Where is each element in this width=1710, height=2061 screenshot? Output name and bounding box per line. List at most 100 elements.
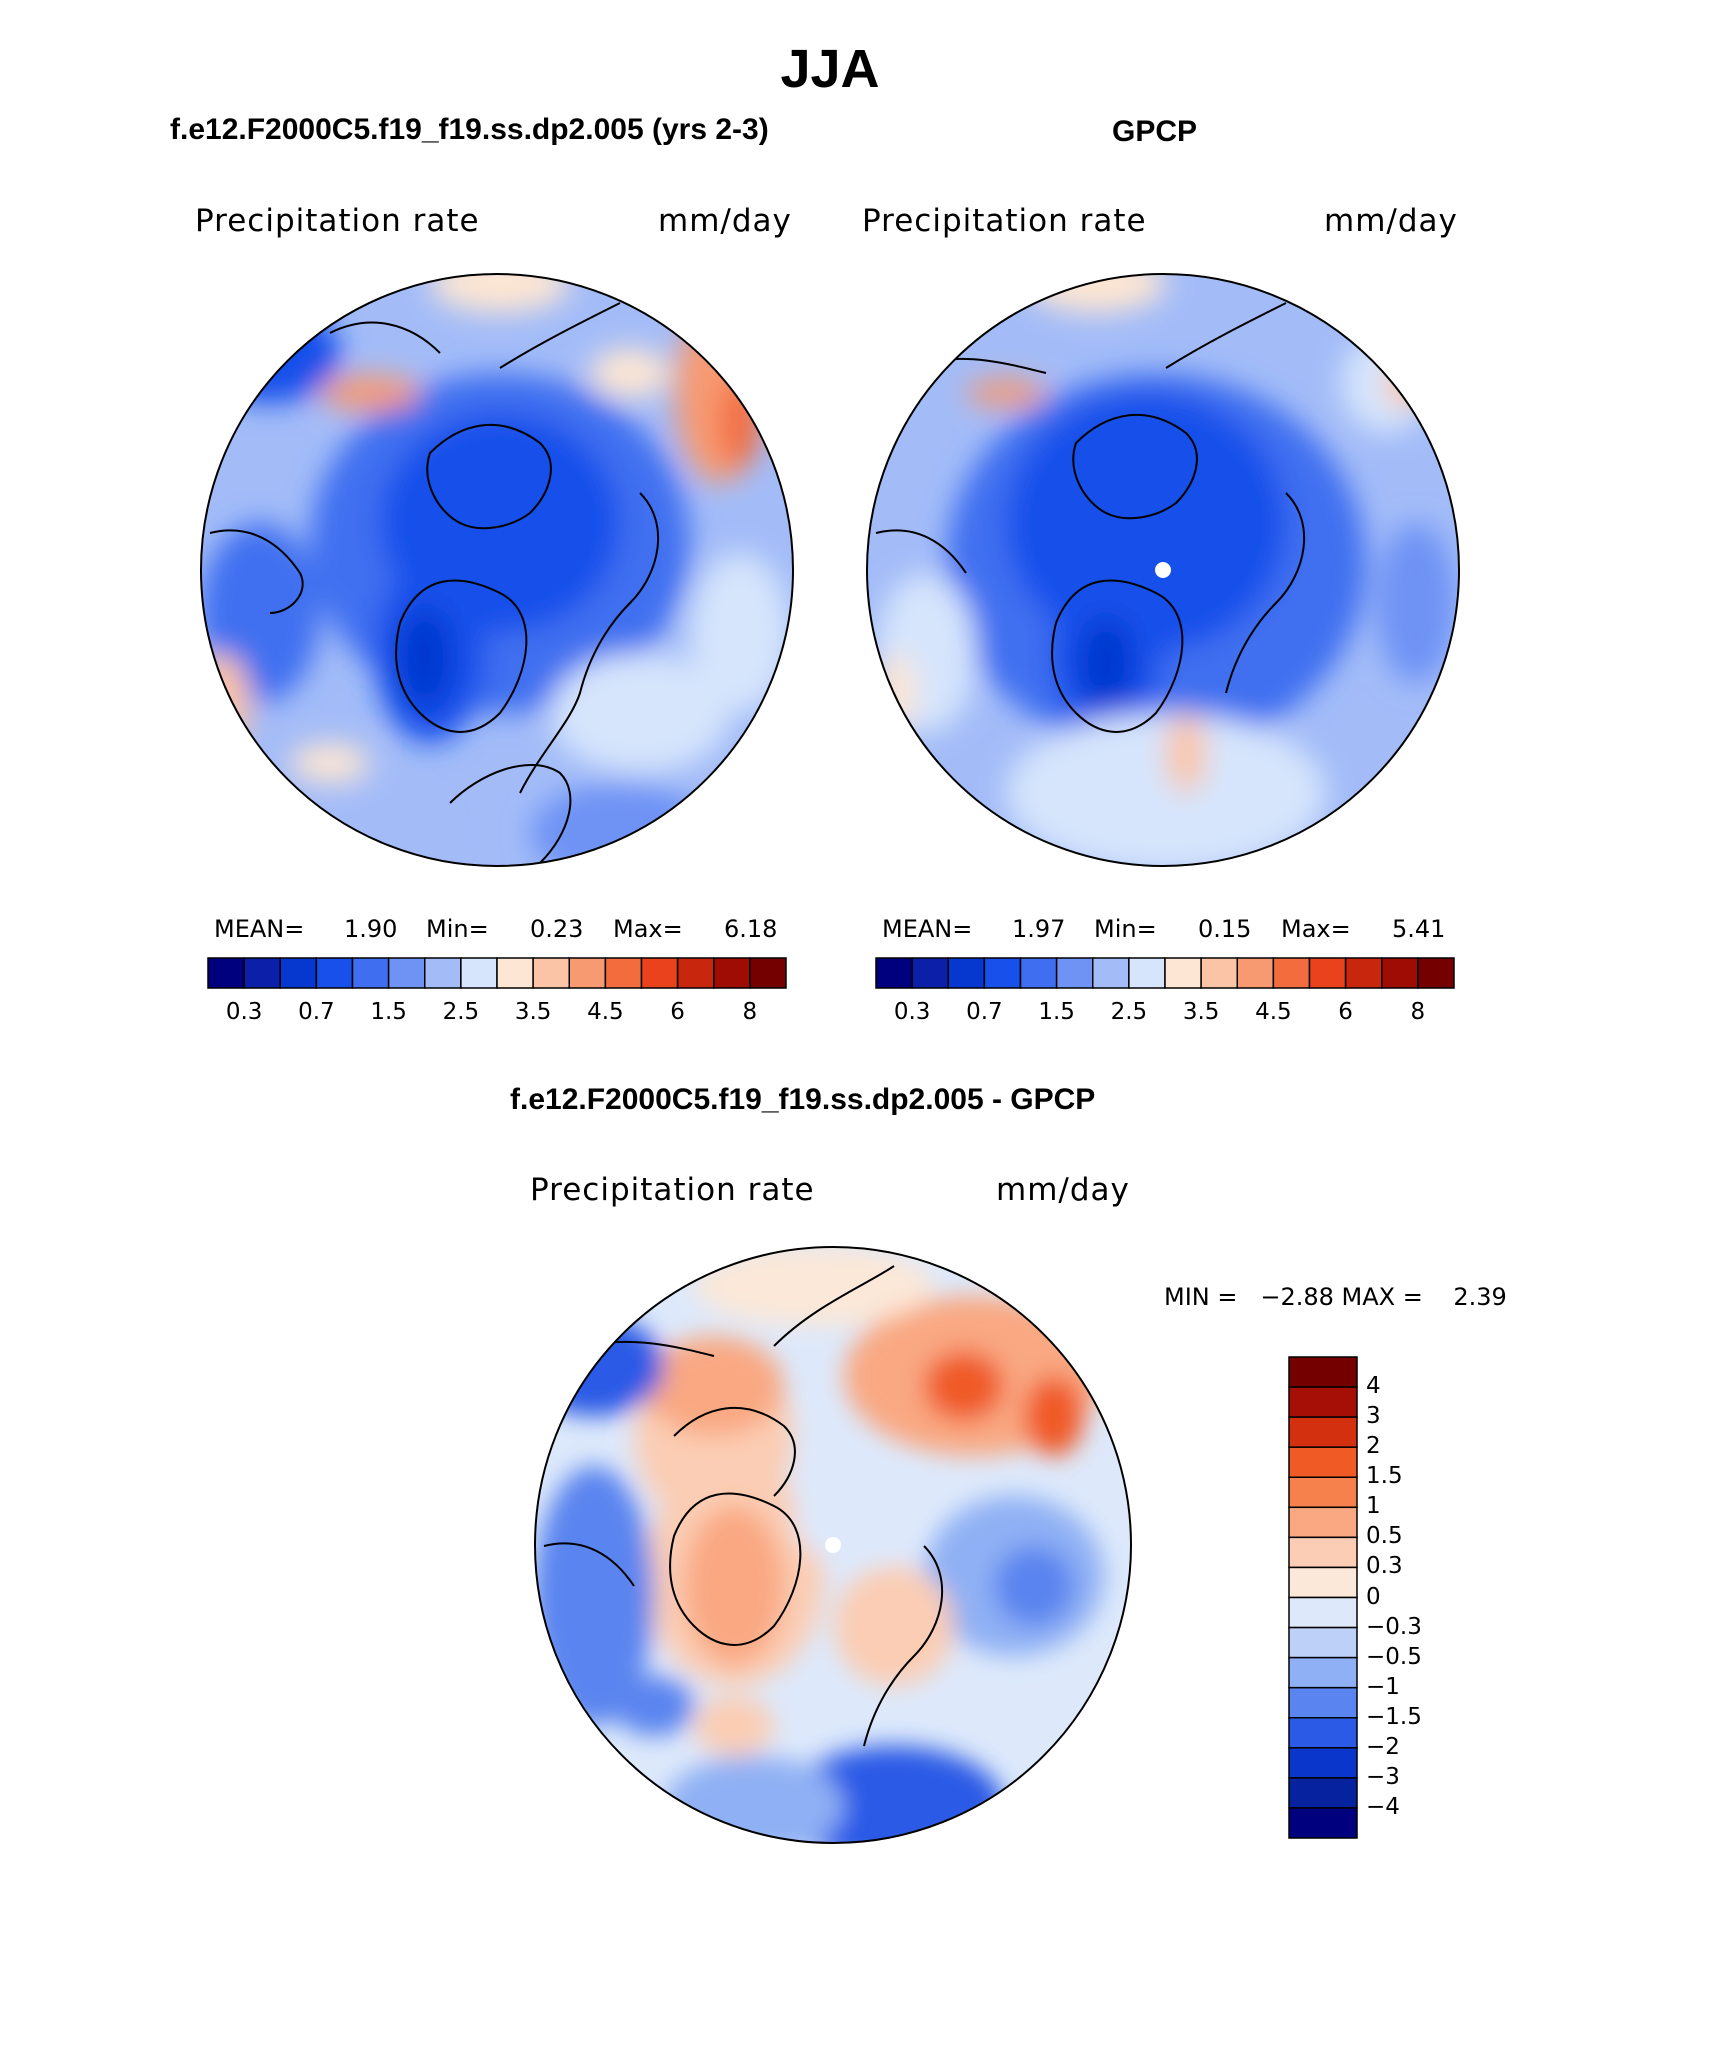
colorbar-tick-label: 2.5 (442, 999, 480, 1025)
colorbar-swatch (911, 957, 949, 989)
difference-units: mm/day (996, 1172, 1130, 1208)
colorbar-swatch (713, 957, 751, 989)
colorbar-tick-label: −1.5 (1366, 1703, 1422, 1730)
pole-marker (1155, 562, 1171, 578)
colorbar-tick-label: 6 (1338, 999, 1353, 1025)
colorbar-tick-label: 0.3 (1366, 1553, 1403, 1580)
colorbar-tick-label: 2.5 (1110, 999, 1148, 1025)
colorbar-tick-label: 0.3 (893, 999, 931, 1025)
colorbar-panel-1 (207, 957, 787, 989)
panel-1-max-label: Max= (613, 915, 683, 943)
colorbar-swatch (1288, 1566, 1358, 1599)
colorbar-swatch (983, 957, 1022, 989)
colorbar-swatch (460, 957, 498, 989)
colorbar-swatch (1288, 1596, 1358, 1629)
figure-title: JJA (780, 39, 880, 99)
colorbar-tick-label: −2 (1366, 1733, 1400, 1760)
colorbar-tick-label: −0.5 (1366, 1643, 1422, 1670)
colorbar-tick-label: 2 (1366, 1433, 1381, 1460)
colorbar-swatch (1288, 1386, 1358, 1418)
colorbar-tick-label: 0.7 (298, 999, 335, 1025)
colorbar-swatch (1272, 957, 1311, 989)
colorbar-swatch (1236, 957, 1275, 989)
colorbar-tick-label: 0.5 (1366, 1523, 1403, 1550)
colorbar-swatch (1288, 1506, 1358, 1539)
colorbar-tick-label: 4.5 (587, 999, 624, 1025)
colorbar-swatch (351, 957, 390, 989)
colorbar-swatch (640, 957, 679, 989)
polar-map-difference (534, 1246, 1132, 1844)
colorbar-tick-label: −1 (1366, 1673, 1400, 1700)
colorbar-swatch (1288, 1686, 1358, 1719)
colorbar-swatch (1019, 957, 1058, 989)
panel-1-min-label: Min= (426, 915, 489, 943)
colorbar-swatch (1288, 1656, 1358, 1689)
colorbar-swatch (1417, 957, 1455, 989)
panel-2-mean-label: MEAN= (882, 915, 973, 943)
difference-variable: Precipitation rate (530, 1172, 815, 1208)
colorbar-tick-label: 0.7 (966, 999, 1003, 1025)
colorbar-swatch (315, 957, 354, 989)
colorbar-swatch (1288, 1446, 1358, 1478)
panel-1-title: f.e12.F2000C5.f19_f19.ss.dp2.005 (yrs 2-… (170, 113, 769, 146)
colorbar-swatch (1288, 1777, 1358, 1809)
colorbar-swatch (875, 957, 913, 989)
colorbar-tick-label: −3 (1366, 1763, 1400, 1790)
colorbar-tick-label: −4 (1366, 1793, 1400, 1820)
colorbar-swatch (1381, 957, 1419, 989)
panel-1-min-value: 0.23 (530, 915, 584, 943)
colorbar-swatch (749, 957, 787, 989)
colorbar-swatch (1288, 1356, 1358, 1388)
colorbar-swatch (1288, 1536, 1358, 1569)
colorbar-tick-label: 3 (1366, 1403, 1381, 1430)
colorbar-tick-label: 8 (742, 999, 758, 1025)
colorbar-tick-label: 1.5 (370, 999, 407, 1025)
colorbar-swatch (424, 957, 462, 989)
colorbar-swatch (387, 957, 426, 989)
colorbar-swatch (1288, 1747, 1358, 1779)
colorbar-swatch (1092, 957, 1130, 989)
panel-2-title: GPCP (1112, 115, 1198, 148)
panel-1-mean-label: MEAN= (214, 915, 305, 943)
colorbar-swatch (1200, 957, 1238, 989)
colorbar-tick-label: 4.5 (1255, 999, 1292, 1025)
colorbar-tick-label: 6 (670, 999, 685, 1025)
colorbar-swatch (1344, 957, 1383, 989)
colorbar-tick-label: 1.5 (1038, 999, 1075, 1025)
difference-title: f.e12.F2000C5.f19_f19.ss.dp2.005 - GPCP (510, 1083, 1096, 1116)
colorbar-swatch (1288, 1717, 1358, 1749)
polar-map-gpcp (866, 273, 1460, 867)
colorbar-tick-label: 1 (1366, 1493, 1381, 1520)
colorbar-swatch (207, 957, 245, 989)
colorbar-tick-label: 4 (1366, 1373, 1381, 1400)
colorbar-tick-label: 8 (1410, 999, 1426, 1025)
colorbar-tick-label: 3.5 (1182, 999, 1220, 1025)
colorbar-swatch (1164, 957, 1202, 989)
colorbar-swatch (676, 957, 715, 989)
colorbar-swatch (279, 957, 318, 989)
panel-2-min-label: Min= (1094, 915, 1157, 943)
panel-2-max-value: 5.41 (1392, 915, 1446, 943)
colorbar-swatch (947, 957, 986, 989)
colorbar-tick-label: 0 (1366, 1583, 1381, 1610)
colorbar-swatch (1288, 1476, 1358, 1509)
pole-marker (825, 1537, 841, 1553)
colorbar-swatch (1055, 957, 1094, 989)
polar-map-model (200, 273, 794, 867)
panel-2-variable: Precipitation rate (862, 203, 1147, 239)
panel-1-variable: Precipitation rate (195, 203, 480, 239)
difference-colorbar (1288, 1356, 1358, 1839)
colorbar-tick-label: 3.5 (514, 999, 552, 1025)
colorbar-swatch (243, 957, 281, 989)
colorbar-tick-label: 0.3 (225, 999, 263, 1025)
colorbar-swatch (604, 957, 643, 989)
colorbar-swatch (1308, 957, 1347, 989)
panel-2-units: mm/day (1324, 203, 1458, 239)
colorbar-swatch (1288, 1416, 1358, 1448)
panel-1-max-value: 6.18 (724, 915, 778, 943)
panel-2-max-label: Max= (1281, 915, 1351, 943)
panel-1-units: mm/day (658, 203, 792, 239)
colorbar-panel-2 (875, 957, 1455, 989)
colorbar-swatch (1288, 1626, 1358, 1659)
panel-2-min-value: 0.15 (1198, 915, 1252, 943)
